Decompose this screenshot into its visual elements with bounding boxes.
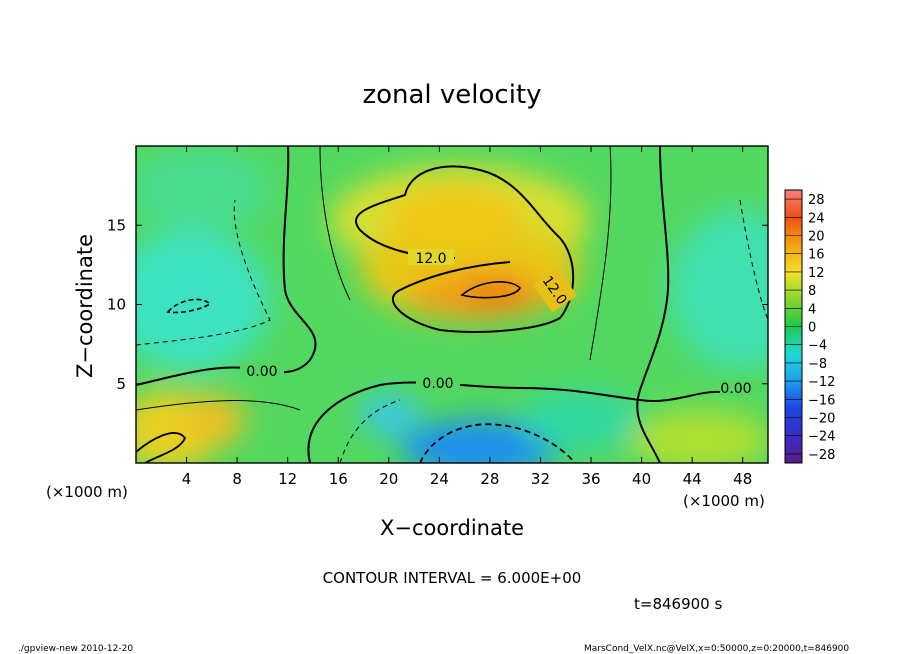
contour-minus12 (419, 423, 576, 463)
colorbar-label: 8 (808, 284, 816, 299)
colorbar-label: 28 (808, 193, 825, 208)
colorbar-label: 20 (808, 230, 825, 245)
plot-area (136, 146, 768, 463)
x-unit-right: (×1000 m) (683, 492, 765, 510)
x-unit-left: (×1000 m) (46, 483, 128, 501)
x-tick-label: 8 (232, 470, 242, 488)
x-tick-label: 12 (278, 470, 297, 488)
x-tick-label: 4 (182, 470, 192, 488)
colorbar-label: 4 (808, 302, 816, 317)
colorbar-label: −12 (808, 375, 835, 390)
colorbar-label: −20 (808, 412, 835, 427)
footer-right: MarsCond_VelX.nc@VelX,x=0:50000,z=0:2000… (584, 644, 849, 654)
time-label: t=846900 s (634, 595, 722, 613)
footer-left: ./gpview-new 2010-12-20 (18, 644, 133, 654)
x-tick-label: 28 (480, 470, 499, 488)
y-tick-label: 15 (107, 216, 126, 234)
colorbar-label: −24 (808, 430, 835, 445)
x-tick-label: 44 (683, 470, 702, 488)
contour-18 (460, 281, 521, 299)
contour-6-thin (136, 146, 612, 411)
contour-0-left (136, 146, 317, 386)
y-axis-label: Z−coordinate (73, 234, 97, 378)
colorbar-label: 12 (808, 266, 825, 281)
contour-12-upper (355, 165, 575, 333)
x-tick-label: 48 (733, 470, 752, 488)
contour-label-0-b: 0.00 (422, 376, 453, 392)
colorbar-label: 24 (808, 211, 825, 226)
contour-minus12-small (166, 298, 212, 314)
contour-label-12-a: 12.0 (415, 251, 446, 267)
contour-0-right (636, 146, 670, 463)
colorbar-label: −8 (808, 357, 827, 372)
x-axis-label: X−coordinate (380, 516, 524, 540)
contour-label-0-c: 0.00 (720, 381, 751, 397)
x-tick-label: 20 (379, 470, 398, 488)
y-tick-label: 10 (107, 296, 126, 314)
colorbar-label: 0 (808, 321, 816, 336)
contour-lines (136, 146, 768, 463)
contour-interval: CONTOUR INTERVAL = 6.000E+00 (323, 569, 582, 587)
x-axis-ticks: 4 8 12 16 20 24 28 32 36 40 44 48 (182, 146, 752, 488)
colorbar-label: 16 (808, 248, 825, 263)
y-axis-ticks: 5 10 15 (107, 216, 768, 393)
colorbar-ticks: 28 24 20 16 12 8 4 0 −4 −8 −12 −16 −20 −24 −28 (785, 193, 835, 463)
field-colors (136, 150, 768, 463)
contour-12-lowleft (136, 432, 187, 463)
contour-label-0-a: 0.00 (246, 364, 277, 380)
colorbar-label: −28 (808, 448, 835, 463)
x-tick-label: 24 (430, 470, 449, 488)
contour-minus6-dash (136, 199, 768, 463)
contour-0-mid (307, 381, 721, 463)
x-tick-label: 16 (329, 470, 348, 488)
y-tick-label: 5 (116, 375, 126, 393)
contour-labels: 12.0 12.0 0.00 0.00 0.00 (240, 249, 764, 397)
colorbar-label: −4 (808, 339, 827, 354)
x-tick-label: 40 (632, 470, 651, 488)
chart-title: zonal velocity (362, 80, 541, 110)
x-tick-label: 32 (531, 470, 550, 488)
colorbar-label: −16 (808, 393, 835, 408)
x-tick-label: 36 (581, 470, 600, 488)
